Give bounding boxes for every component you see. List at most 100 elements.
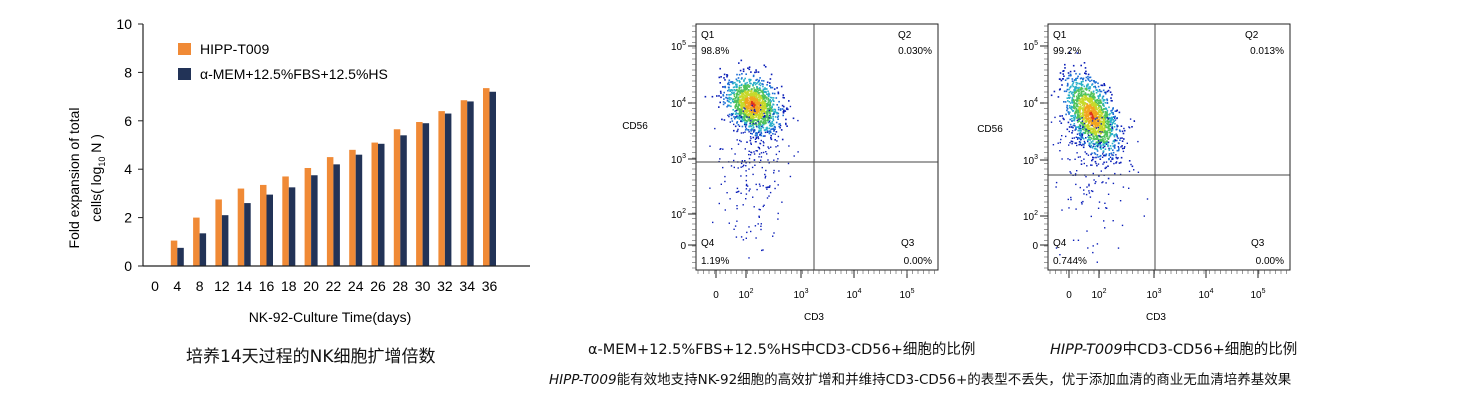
cell-dot bbox=[720, 76, 722, 78]
cell-dot bbox=[761, 94, 764, 96]
cell-dot bbox=[716, 95, 718, 97]
cell-dot bbox=[1083, 104, 1086, 107]
cell-dot bbox=[750, 151, 753, 154]
cell-dot bbox=[1083, 144, 1085, 146]
cell-dot bbox=[718, 76, 721, 79]
cell-dot bbox=[1096, 150, 1099, 152]
cell-dot bbox=[787, 162, 790, 165]
cell-dot bbox=[766, 109, 769, 112]
cell-dot bbox=[1080, 92, 1082, 94]
cell-dot bbox=[767, 99, 769, 101]
cell-dot bbox=[766, 84, 768, 86]
cell-dot bbox=[772, 118, 774, 120]
cell-dot bbox=[739, 92, 741, 95]
cell-dot bbox=[1099, 111, 1101, 114]
cell-dot bbox=[744, 148, 746, 150]
cell-dot bbox=[742, 132, 744, 134]
cell-dot bbox=[1073, 137, 1075, 139]
cell-dot bbox=[788, 145, 790, 147]
cell-dot bbox=[1096, 145, 1098, 147]
cell-dot bbox=[1078, 132, 1081, 135]
cell-dot bbox=[747, 115, 750, 118]
cell-dot bbox=[731, 114, 734, 116]
cell-dot bbox=[746, 109, 749, 111]
cell-dot bbox=[1061, 78, 1064, 80]
cell-dot bbox=[1091, 92, 1094, 95]
cell-dot bbox=[1116, 157, 1119, 160]
cell-dot bbox=[771, 86, 774, 89]
cell-dot bbox=[1093, 138, 1096, 141]
cell-dot bbox=[1101, 97, 1104, 100]
cell-dot bbox=[749, 100, 751, 102]
cell-dot bbox=[747, 103, 750, 106]
cell-dot bbox=[1074, 116, 1076, 118]
cell-dot bbox=[727, 100, 730, 103]
cell-dot bbox=[1071, 106, 1074, 108]
cell-dot bbox=[1078, 99, 1080, 102]
cell-dot bbox=[748, 257, 750, 259]
cell-dot bbox=[752, 118, 754, 121]
cell-dot bbox=[1097, 82, 1099, 85]
cell-dot bbox=[1110, 160, 1112, 163]
cell-dot bbox=[740, 84, 743, 86]
cell-density-dots bbox=[1050, 52, 1149, 263]
cell-dot bbox=[1081, 117, 1083, 119]
cell-dot bbox=[1091, 98, 1094, 101]
cell-dot bbox=[1076, 77, 1079, 79]
cell-dot bbox=[755, 183, 757, 186]
cell-dot bbox=[1093, 105, 1096, 108]
x-tick-label-24: 24 bbox=[348, 278, 364, 294]
cell-dot bbox=[1119, 137, 1122, 139]
cell-dot bbox=[757, 136, 759, 138]
cell-dot bbox=[1078, 116, 1080, 118]
cell-dot bbox=[767, 90, 769, 93]
cell-dot bbox=[1077, 93, 1080, 95]
cell-dot bbox=[733, 159, 735, 162]
cell-dot bbox=[1103, 116, 1106, 118]
cell-dot bbox=[745, 119, 747, 122]
cell-dot bbox=[1064, 67, 1066, 69]
cell-dot bbox=[736, 116, 739, 118]
cell-dot bbox=[1104, 138, 1106, 140]
cell-dot bbox=[1076, 138, 1079, 140]
cell-dot bbox=[742, 99, 745, 102]
cell-dot bbox=[1074, 89, 1077, 92]
cell-dot bbox=[757, 93, 759, 96]
cell-dot bbox=[1096, 154, 1099, 156]
cell-dot bbox=[783, 105, 785, 108]
cell-dot bbox=[748, 80, 751, 83]
cell-dot bbox=[1094, 121, 1097, 123]
cell-dot bbox=[1089, 97, 1092, 100]
cell-dot bbox=[793, 155, 795, 157]
cell-dot bbox=[732, 86, 735, 89]
cell-dot bbox=[766, 105, 768, 108]
cell-dot bbox=[756, 86, 758, 88]
cell-dot bbox=[748, 125, 751, 128]
cell-dot bbox=[769, 99, 771, 101]
cell-dot bbox=[762, 108, 764, 111]
cell-dot bbox=[759, 122, 761, 124]
bar-hipp-day-30 bbox=[416, 122, 423, 266]
cell-dot bbox=[1080, 144, 1083, 147]
cell-dot bbox=[1074, 91, 1076, 93]
cell-dot bbox=[1085, 73, 1087, 75]
cell-dot bbox=[1079, 77, 1082, 80]
cell-dot bbox=[1078, 114, 1080, 116]
y-tick-label: 103 bbox=[671, 153, 686, 166]
bar-hipp-day-12 bbox=[215, 199, 222, 266]
cell-dot bbox=[1080, 117, 1082, 120]
cell-dot bbox=[737, 100, 739, 103]
cell-dot bbox=[1079, 115, 1082, 118]
cell-dot bbox=[1119, 130, 1121, 133]
cell-dot bbox=[1122, 132, 1125, 135]
cell-dot bbox=[763, 106, 766, 108]
cell-dot bbox=[750, 120, 752, 122]
cell-dot bbox=[755, 105, 758, 108]
cell-dot bbox=[734, 101, 736, 103]
cell-dot bbox=[757, 223, 759, 225]
cell-dot bbox=[746, 185, 749, 187]
cell-dot bbox=[1096, 148, 1098, 151]
cell-dot bbox=[1103, 134, 1106, 137]
cell-dot bbox=[1091, 118, 1094, 120]
cell-dot bbox=[1080, 83, 1083, 86]
